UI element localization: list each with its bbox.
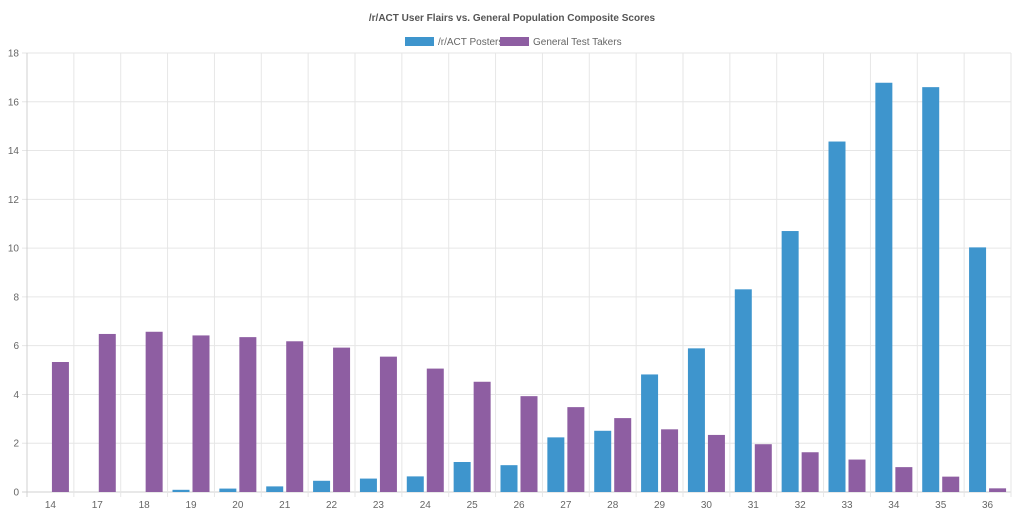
bar-posters-19: [172, 489, 190, 492]
x-tick-label-31: 31: [748, 500, 760, 511]
x-tick-label-25: 25: [467, 500, 479, 511]
bar-general-28: [614, 418, 632, 492]
legend: /r/ACT Posters General Test Takers: [405, 37, 622, 48]
bar-general-33: [848, 459, 866, 492]
bar-posters-36: [969, 247, 987, 492]
bar-posters-27: [547, 437, 565, 492]
bar-posters-35: [922, 87, 940, 493]
bar-general-22: [333, 347, 351, 492]
x-tick-label-24: 24: [420, 500, 432, 511]
bar-general-32: [801, 452, 819, 492]
x-tick-label-28: 28: [607, 500, 619, 511]
bar-general-14: [51, 362, 69, 492]
bar-posters-26: [500, 465, 518, 492]
bar-posters-31: [734, 289, 752, 492]
y-tick-label-12: 12: [8, 195, 20, 206]
legend-label-posters: /r/ACT Posters: [438, 37, 503, 48]
x-tick-label-19: 19: [185, 500, 197, 511]
y-tick-label-6: 6: [13, 341, 19, 352]
x-tick-label-14: 14: [45, 500, 57, 511]
y-tick-label-4: 4: [13, 390, 19, 401]
bar-general-18: [145, 331, 163, 492]
bar-general-21: [286, 341, 304, 492]
bar-general-23: [379, 356, 397, 492]
bar-general-36: [989, 488, 1007, 492]
bar-general-20: [239, 337, 257, 492]
bar-posters-32: [781, 231, 799, 493]
x-tick-label-20: 20: [232, 500, 244, 511]
y-tick-label-0: 0: [13, 488, 19, 499]
legend-swatch-posters: [405, 37, 434, 46]
legend-item-general[interactable]: General Test Takers: [500, 37, 622, 48]
bar-general-25: [473, 381, 491, 492]
y-tick-label-10: 10: [8, 244, 20, 255]
legend-label-general: General Test Takers: [533, 37, 622, 48]
bar-general-24: [426, 368, 444, 492]
x-axis-ticks: 14 17 18 19 20 21 22 23 24 25 26 27 28 29 30 31 32 33 34 35…: [45, 500, 994, 511]
bar-general-34: [895, 467, 913, 492]
x-tick-label-30: 30: [701, 500, 713, 511]
bar-posters-30: [687, 348, 705, 492]
bar-general-17: [98, 333, 116, 492]
x-tick-label-35: 35: [935, 500, 947, 511]
bar-posters-29: [641, 374, 659, 492]
y-tick-label-16: 16: [8, 97, 20, 108]
y-axis-ticks: 0 2 4 6 8 10 12 14 16 18: [8, 49, 20, 499]
bars: [51, 82, 1007, 493]
y-tick-label-8: 8: [13, 292, 19, 303]
bar-general-26: [520, 396, 538, 492]
x-tick-label-34: 34: [888, 500, 900, 511]
x-tick-label-23: 23: [373, 500, 385, 511]
y-tick-label-2: 2: [13, 439, 19, 450]
bar-posters-20: [219, 488, 237, 492]
gridlines: [22, 52, 1012, 497]
bar-posters-25: [453, 462, 471, 492]
chart-title: /r/ACT User Flairs vs. General Populatio…: [369, 13, 656, 24]
legend-swatch-general: [500, 37, 529, 46]
x-tick-label-36: 36: [982, 500, 994, 511]
bar-posters-21: [266, 486, 284, 492]
x-tick-label-21: 21: [279, 500, 291, 511]
x-tick-label-29: 29: [654, 500, 666, 511]
x-tick-label-27: 27: [560, 500, 572, 511]
bar-general-29: [661, 429, 679, 492]
x-tick-label-33: 33: [841, 500, 853, 511]
bar-posters-24: [406, 476, 424, 492]
bar-posters-28: [594, 430, 612, 492]
bar-general-30: [707, 434, 725, 492]
y-tick-label-18: 18: [8, 49, 20, 60]
bar-posters-33: [828, 141, 846, 492]
x-tick-label-26: 26: [513, 500, 525, 511]
bar-general-31: [754, 444, 772, 492]
x-tick-label-18: 18: [139, 500, 151, 511]
bar-posters-23: [359, 478, 377, 492]
legend-item-posters[interactable]: /r/ACT Posters: [405, 37, 503, 48]
y-tick-label-14: 14: [8, 146, 20, 157]
bar-general-35: [942, 476, 960, 492]
x-tick-label-22: 22: [326, 500, 338, 511]
x-tick-label-32: 32: [795, 500, 807, 511]
bar-posters-34: [875, 82, 893, 492]
bar-posters-22: [313, 480, 331, 492]
x-tick-label-17: 17: [92, 500, 104, 511]
bar-general-27: [567, 407, 585, 492]
bar-general-19: [192, 335, 210, 492]
